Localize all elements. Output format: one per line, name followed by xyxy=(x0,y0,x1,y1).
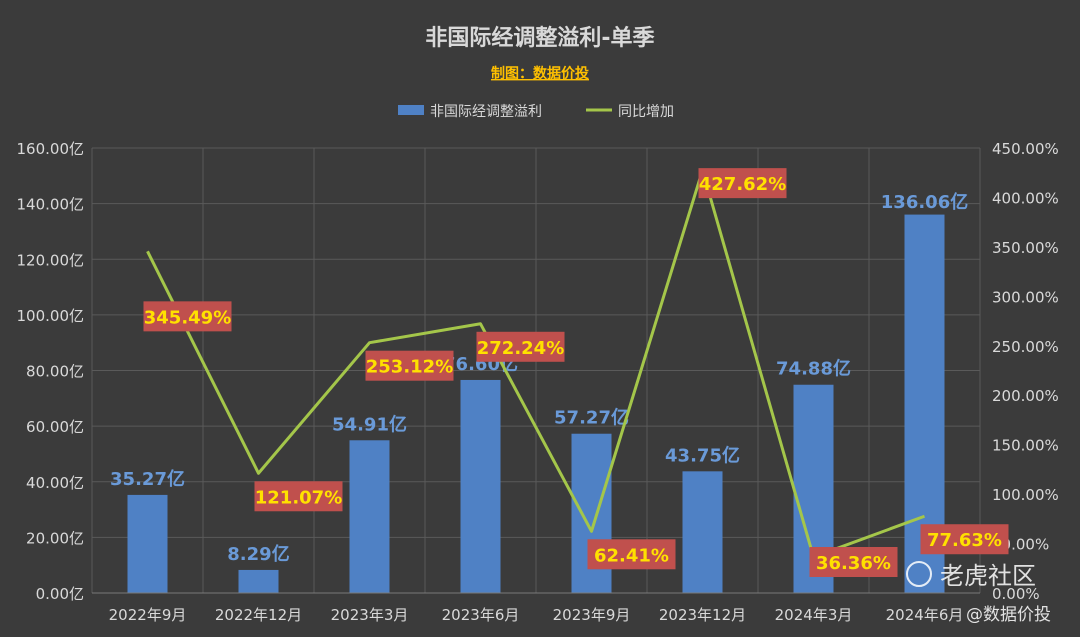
bar-labels: 35.27亿8.29亿54.91亿76.60亿57.27亿43.75亿74.88… xyxy=(110,191,968,565)
x-tick-label: 2023年12月 xyxy=(659,606,746,624)
y-right-tick-label: 0.00% xyxy=(992,585,1040,603)
y-right-tick-label: 300.00% xyxy=(992,288,1059,306)
bar xyxy=(238,569,279,593)
line-data-label: 253.12% xyxy=(366,357,454,378)
y-left-tick-label: 20.00亿 xyxy=(26,529,84,547)
line-label-box xyxy=(920,524,1009,555)
bar-data-label: 35.27亿 xyxy=(110,468,185,490)
bar-data-label: 43.75亿 xyxy=(665,444,740,466)
x-tick-label: 2022年9月 xyxy=(109,606,187,624)
x-axis: 2022年9月 2022年12月 2023年3月 2023年6月 2023年9月 2023… xyxy=(92,592,980,624)
y-axis-left: 0.00亿 20.00亿 40.00亿 60.00亿 80.00亿 100.00亿 120.… xyxy=(17,140,85,603)
y-left-tick-label: 100.00亿 xyxy=(17,307,85,325)
line-data-label: 345.49% xyxy=(144,307,232,328)
legend-line-label: 同比增加 xyxy=(618,104,674,120)
bar xyxy=(682,471,723,593)
line-data-label: 427.62% xyxy=(699,174,787,195)
line-data-label: 62.41% xyxy=(594,545,669,566)
x-tick-label: 2023年3月 xyxy=(331,606,409,624)
line-label-box xyxy=(587,539,676,570)
x-tick-label: 2023年9月 xyxy=(553,606,631,624)
bar xyxy=(460,379,501,593)
bar-data-label: 54.91亿 xyxy=(332,413,407,435)
legend: 非国际经调整溢利 同比增加 xyxy=(398,104,674,120)
tiger-logo-icon xyxy=(906,560,932,587)
x-tick-label: 2024年3月 xyxy=(775,606,853,624)
bar-data-label: 57.27亿 xyxy=(554,407,629,429)
x-tick-label: 2024年6月 xyxy=(886,606,964,624)
y-right-tick-label: 250.00% xyxy=(992,338,1059,356)
line-label-box xyxy=(476,331,565,362)
y-left-tick-label: 140.00亿 xyxy=(17,196,85,214)
watermark-handle: @数据价投 xyxy=(966,605,1051,625)
bar-series xyxy=(127,214,945,593)
line-label-box xyxy=(809,547,898,577)
line-labels: 345.49% 121.07% 253.12% 272.24% 62.41% 427.62… xyxy=(143,168,1009,577)
y-right-tick-label: 100.00% xyxy=(992,486,1059,504)
legend-bar-swatch xyxy=(398,105,424,115)
chart-title: 非国际经调整溢利-单季 xyxy=(425,25,654,51)
y-left-tick-label: 0.00亿 xyxy=(36,585,84,603)
bar-data-label: 136.06亿 xyxy=(881,191,968,213)
bar-data-label: 8.29亿 xyxy=(227,543,289,565)
line-path xyxy=(146,168,926,559)
bar xyxy=(349,440,390,593)
y-left-tick-label: 80.00亿 xyxy=(26,363,84,381)
line-data-label: 77.63% xyxy=(927,530,1002,551)
chart-subtitle: 制图：数据价投 xyxy=(491,65,589,82)
line-data-label: 36.36% xyxy=(816,553,891,574)
x-tick-label: 2022年12月 xyxy=(215,606,302,624)
bar xyxy=(127,494,168,593)
watermark-brand: 老虎社区 xyxy=(906,556,1036,591)
watermark-brand-text: 老虎社区 xyxy=(940,562,1036,590)
y-right-tick-label: 450.00% xyxy=(992,140,1059,158)
line-label-box xyxy=(698,168,787,199)
y-right-tick-label: 400.00% xyxy=(992,189,1059,207)
y-right-tick-label: 200.00% xyxy=(992,387,1059,405)
y-right-tick-label: 150.00% xyxy=(992,437,1059,455)
line-label-box xyxy=(143,301,232,332)
line-label-box xyxy=(365,350,454,381)
y-left-tick-label: 60.00亿 xyxy=(26,418,84,436)
y-right-tick-label: 350.00% xyxy=(992,239,1059,257)
line-data-label: 272.24% xyxy=(477,338,565,359)
y-left-tick-label: 120.00亿 xyxy=(17,251,85,269)
y-left-tick-label: 40.00亿 xyxy=(26,474,84,492)
bar-data-label: 74.88亿 xyxy=(776,358,851,380)
line-data-label: 121.07% xyxy=(255,487,343,508)
line-label-box xyxy=(254,481,343,512)
legend-bar-label: 非国际经调整溢利 xyxy=(430,104,542,120)
line-series xyxy=(146,168,926,559)
x-tick-label: 2023年6月 xyxy=(442,606,520,624)
y-left-tick-label: 160.00亿 xyxy=(17,140,85,158)
